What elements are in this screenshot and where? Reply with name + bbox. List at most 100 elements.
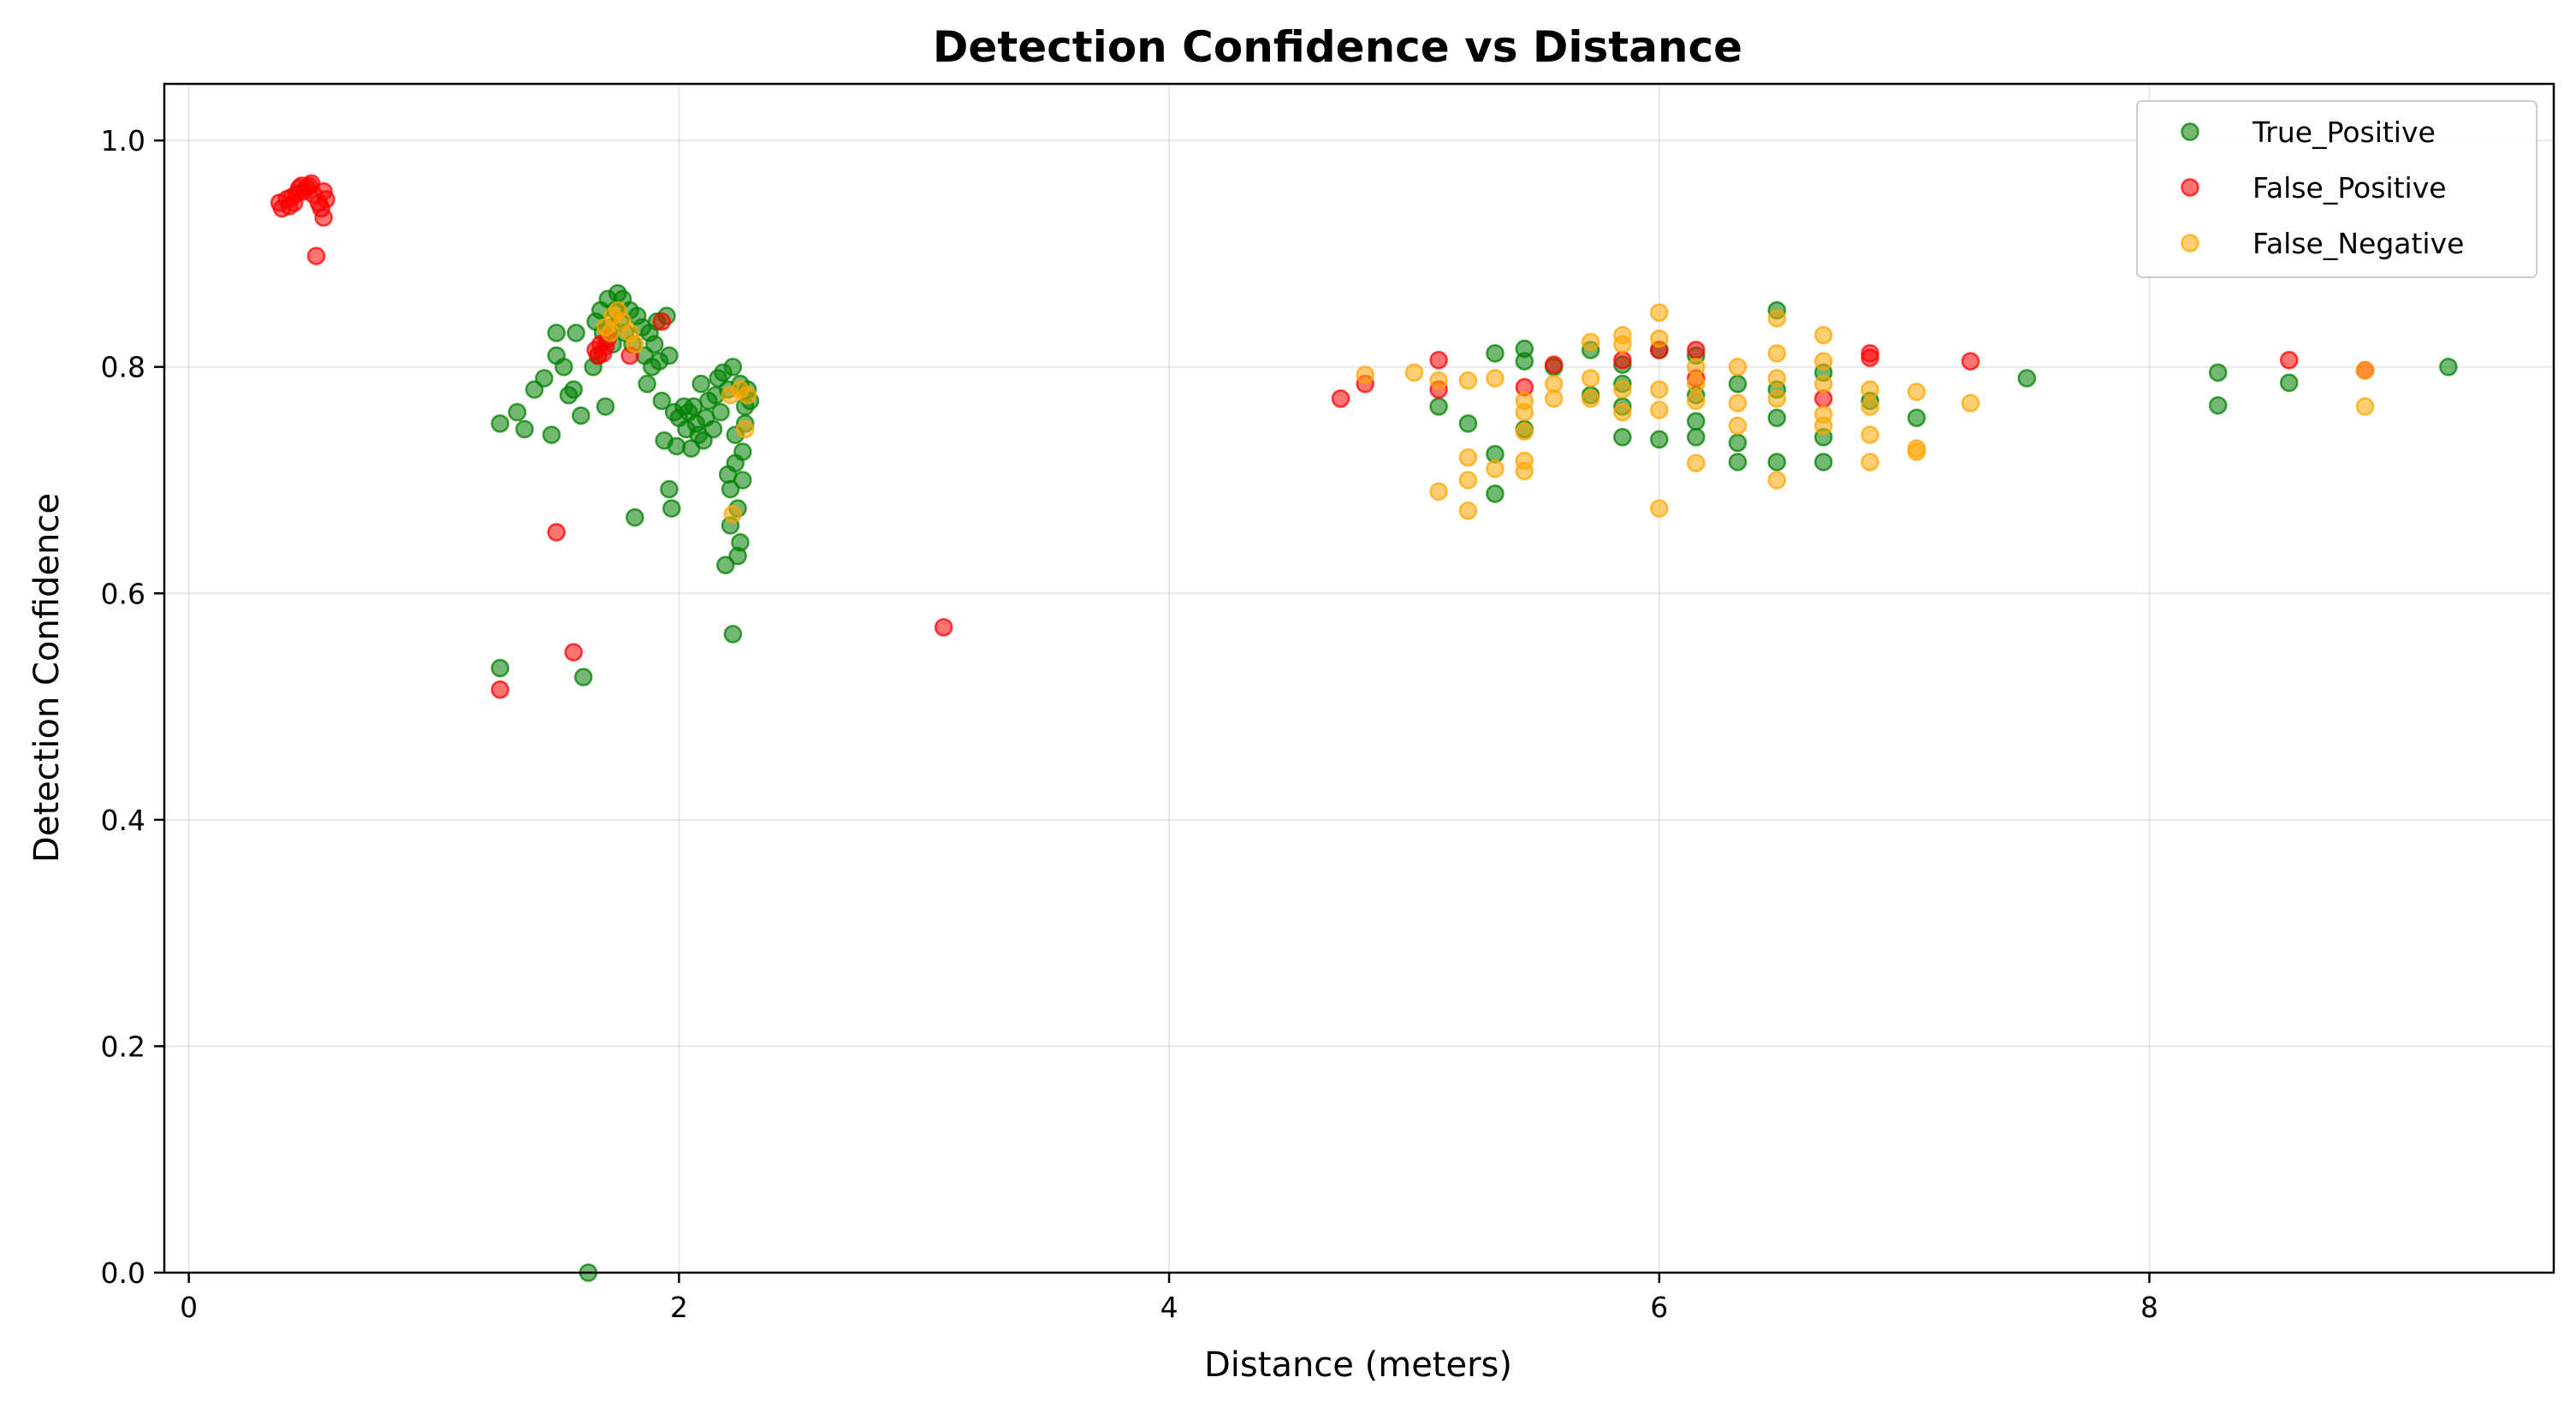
point-false-negative [1813, 416, 1833, 436]
point-false-positive [1331, 389, 1350, 408]
point-false-negative [1515, 461, 1534, 481]
point-true-positive [547, 324, 566, 342]
point-false-positive [317, 190, 335, 209]
point-false-negative [1486, 460, 1505, 478]
x-tick-label: 2 [670, 1291, 688, 1324]
x-tick-label: 4 [1160, 1291, 1178, 1324]
point-true-positive [535, 369, 554, 388]
point-true-positive [711, 402, 730, 422]
point-true-positive [1686, 427, 1706, 447]
point-true-positive [2208, 363, 2228, 383]
point-false-negative [1515, 402, 1534, 422]
point-false-negative [1356, 365, 1374, 384]
point-false-negative [1861, 380, 1879, 399]
y-tick-label: 0.8 [101, 351, 145, 384]
point-false-positive [1861, 348, 1879, 367]
y-tick-label: 0.2 [101, 1030, 145, 1063]
point-true-positive [573, 668, 593, 686]
point-false-negative [1767, 344, 1786, 363]
point-false-negative [1458, 371, 1478, 390]
point-true-positive [660, 479, 679, 499]
point-false-negative [1861, 453, 1879, 472]
point-false-negative [1613, 380, 1632, 399]
y-tick-label: 0.0 [101, 1256, 145, 1290]
point-true-positive [515, 419, 534, 439]
legend-marker-false-negative [2181, 234, 2199, 252]
point-false-negative [1686, 357, 1706, 377]
point-false-negative [1581, 332, 1600, 352]
point-false-negative [1544, 389, 1564, 408]
point-false-negative [1458, 471, 1478, 490]
point-false-positive [1961, 352, 1980, 371]
point-true-positive [2439, 357, 2458, 377]
point-false-negative [1813, 352, 1833, 371]
point-false-negative [601, 324, 620, 342]
point-true-positive [1767, 453, 1786, 472]
point-true-positive [638, 374, 656, 394]
point-true-positive [626, 508, 644, 527]
point-false-negative [1650, 380, 1669, 399]
point-true-positive [716, 555, 735, 574]
point-true-positive [2017, 369, 2037, 388]
point-false-negative [1404, 363, 1424, 383]
point-true-positive [1728, 374, 1748, 394]
point-false-positive [490, 680, 510, 699]
point-false-negative [1813, 374, 1833, 394]
point-true-positive [1429, 397, 1448, 416]
y-tick-label: 0.4 [101, 804, 145, 837]
point-false-negative [738, 386, 757, 405]
x-tick-label: 6 [1650, 1291, 1668, 1324]
point-false-negative [1458, 501, 1478, 520]
point-false-negative [1961, 394, 1980, 413]
point-true-positive [733, 471, 752, 490]
legend-marker-true-positive [2181, 122, 2199, 141]
point-true-positive [1767, 408, 1786, 427]
point-true-positive [723, 357, 743, 377]
point-true-positive [733, 442, 752, 461]
legend-label-true-positive: True_Positive [2252, 116, 2436, 149]
axis-ticks: 0 2 4 6 8 0.0 0.2 0.4 0.6 0.8 1.0 [101, 124, 2158, 1324]
point-false-negative [723, 504, 743, 524]
point-true-positive [490, 414, 510, 433]
point-true-positive [567, 324, 585, 342]
point-false-negative [1458, 448, 1478, 467]
point-false-negative [2355, 360, 2375, 380]
y-tick-label: 0.6 [101, 577, 145, 610]
point-false-negative [1429, 482, 1448, 501]
point-true-positive [1458, 414, 1478, 433]
point-false-negative [1650, 499, 1669, 518]
point-true-positive [525, 380, 544, 399]
point-true-positive [694, 430, 713, 450]
legend-marker-false-positive [2181, 178, 2199, 197]
point-false-positive [314, 208, 333, 227]
point-false-negative [1686, 374, 1706, 394]
point-false-negative [1728, 394, 1748, 413]
point-false-negative [1767, 369, 1786, 388]
point-true-positive [644, 335, 664, 354]
point-true-positive [490, 658, 510, 678]
point-false-negative [1486, 369, 1505, 388]
point-true-positive [731, 533, 750, 552]
point-true-positive [542, 425, 561, 444]
point-true-positive [662, 499, 681, 518]
point-false-positive [2279, 351, 2299, 370]
x-tick-label: 8 [2140, 1291, 2158, 1324]
plot-frame [163, 82, 2555, 1274]
point-false-negative [1429, 371, 1448, 390]
point-false-negative [1650, 401, 1669, 419]
point-false-negative [1686, 454, 1706, 472]
point-false-negative [1861, 425, 1879, 444]
point-true-positive [703, 419, 723, 439]
point-false-positive [1544, 355, 1564, 374]
point-false-positive [1613, 351, 1632, 370]
y-tick-label: 1.0 [101, 124, 145, 157]
point-true-positive [1686, 412, 1706, 430]
legend-label-false-positive: False_Positive [2253, 171, 2447, 205]
point-false-negative [1613, 402, 1632, 422]
point-false-negative [1581, 369, 1600, 388]
point-true-positive [1486, 484, 1505, 503]
point-false-negative [1728, 416, 1748, 436]
point-false-negative [1767, 389, 1786, 408]
point-false-positive [652, 312, 672, 331]
